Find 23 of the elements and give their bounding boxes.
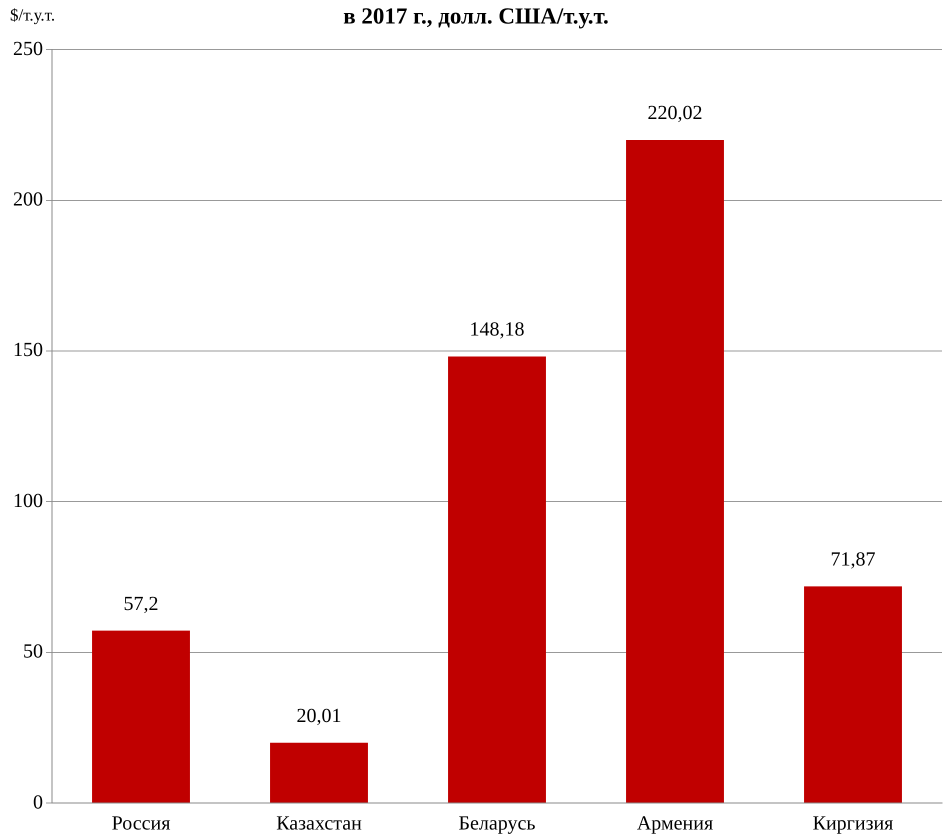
y-tick-label: 100 — [13, 490, 43, 512]
data-label: 20,01 — [296, 704, 342, 727]
y-axis-title: $/т.у.т. — [10, 5, 56, 24]
data-label: 71,87 — [830, 548, 876, 571]
y-tick-label: 250 — [13, 38, 43, 60]
y-tick-label: 200 — [13, 188, 43, 211]
bar — [92, 630, 190, 802]
data-label: 220,02 — [648, 102, 702, 124]
x-tick-label: Беларусь — [458, 812, 536, 834]
x-tick-label: Киргизия — [812, 812, 894, 834]
x-tick-label: Россия — [112, 812, 170, 834]
x-tick-label: Армения — [636, 812, 714, 834]
data-label: 148,18 — [470, 318, 524, 341]
bar — [626, 140, 724, 802]
y-tick-label: 150 — [13, 339, 43, 362]
x-tick-label: Казахстан — [276, 812, 362, 834]
y-tick-label: 50 — [23, 640, 43, 663]
bar — [448, 356, 546, 802]
y-tick-label: 0 — [33, 791, 43, 814]
bar — [804, 586, 902, 802]
data-label: 57,2 — [124, 592, 158, 615]
bar — [270, 742, 368, 802]
chart-title: в 2017 г., долл. США/т.у.т. — [343, 4, 609, 29]
